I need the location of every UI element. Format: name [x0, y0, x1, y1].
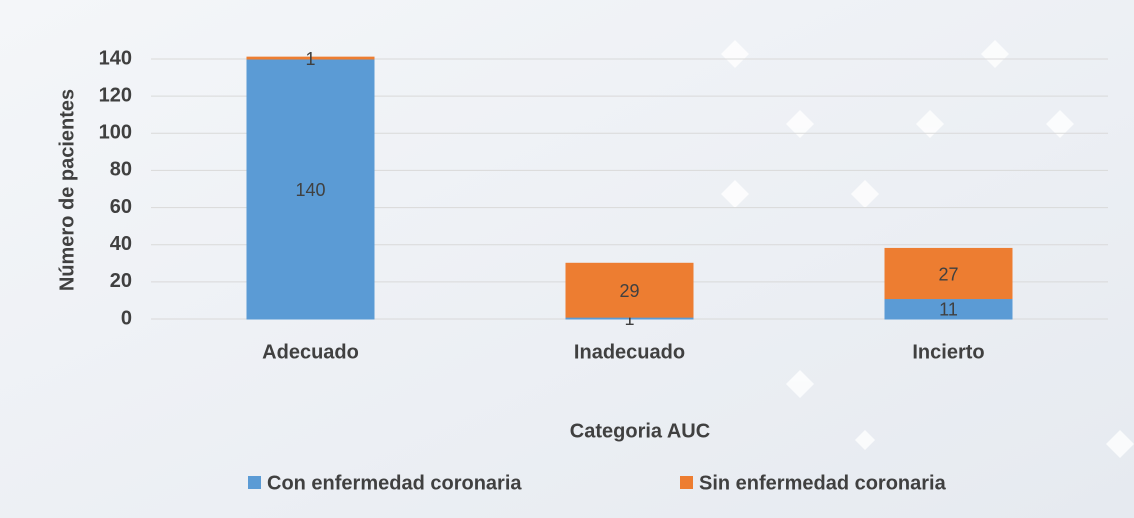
y-tick-label: 120	[99, 84, 132, 106]
data-label: 1	[305, 49, 315, 69]
y-tick-label: 100	[99, 122, 132, 144]
y-tick-label: 80	[110, 159, 132, 181]
x-tick-label: Incierto	[912, 341, 984, 363]
y-tick-label: 20	[110, 270, 132, 292]
x-tick-label: Inadecuado	[574, 341, 685, 363]
legend-label: Con enfermedad coronaria	[267, 472, 522, 494]
decoration	[721, 40, 1134, 458]
bar-segment	[246, 56, 375, 60]
bar-segment	[565, 262, 694, 318]
data-label: 1	[624, 309, 634, 329]
x-axis-title: Categoria AUC	[570, 420, 710, 442]
data-label: 11	[939, 300, 958, 320]
y-tick-label: 60	[110, 196, 132, 218]
data-label: 140	[295, 180, 325, 200]
legend-swatch	[248, 476, 261, 489]
y-axis-title: Número de pacientes	[56, 89, 78, 291]
data-label: 27	[938, 264, 958, 284]
legend-label: Sin enfermedad coronaria	[699, 472, 947, 494]
bar-segment	[884, 247, 1013, 300]
y-tick-label: 40	[110, 233, 132, 255]
legend-swatch	[680, 476, 693, 489]
x-tick-label: Adecuado	[262, 341, 359, 363]
bar-segment	[246, 58, 375, 320]
y-tick-label: 0	[121, 307, 132, 329]
y-tick-label: 140	[99, 47, 132, 69]
data-label: 29	[619, 281, 639, 301]
